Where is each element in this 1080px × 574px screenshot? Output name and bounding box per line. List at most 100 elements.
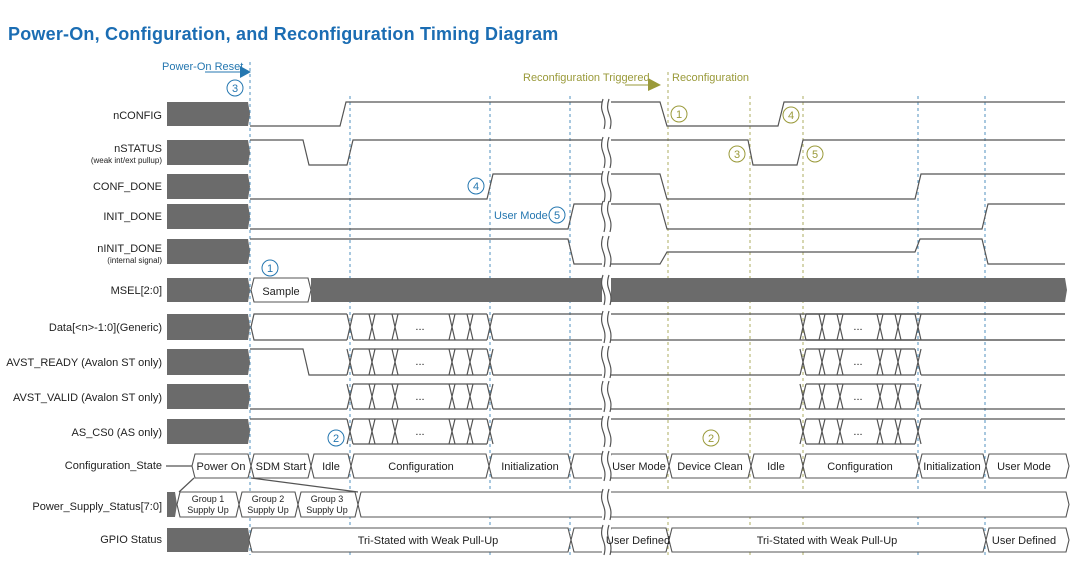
data-bus-transition [818, 313, 826, 341]
as-cs0-bus-transition [391, 418, 399, 445]
bus-ellipsis: ... [415, 356, 424, 368]
supply-group-3: Group 3 [311, 494, 344, 504]
signal-labels: nCONFIG nSTATUS (weak int/ext pullup) CO… [6, 110, 162, 546]
time-break-gap [602, 96, 611, 556]
data-bus-segment [353, 313, 487, 341]
data-bus-transition [799, 313, 807, 341]
power-on-expansion-lines [178, 477, 359, 493]
supply-group-2: Group 2 [252, 494, 285, 504]
data-bus-segment [806, 313, 915, 341]
data-bus-transition [486, 313, 494, 341]
as-cs0-bus-transition [836, 418, 844, 445]
annotation-number: 5 [812, 149, 818, 161]
as-cs0-bus-segment [353, 418, 487, 445]
signal-label-nconfig: nCONFIG [113, 110, 162, 122]
bus-ellipsis: ... [415, 321, 424, 333]
init-done-waveform [250, 203, 1065, 230]
avst-valid-bus-segment [353, 383, 487, 410]
state-sdm-start: SDM Start [256, 461, 307, 473]
as-cs0-bus-transition [486, 418, 494, 445]
avst-valid-bus-transition [836, 383, 844, 410]
power-on-reset-arrow-icon [240, 66, 251, 78]
time-break-icon [601, 488, 612, 521]
signal-note-nstatus: (weak int/ext pullup) [91, 156, 162, 165]
signal-label-ninit-done: nINIT_DONE [97, 243, 162, 255]
undefined-state-block [167, 384, 250, 409]
state-configuration-2: Configuration [827, 461, 892, 473]
signal-label-msel: MSEL[2:0] [111, 285, 162, 297]
timing-guides [249, 62, 986, 555]
annotation-circle [327, 429, 345, 447]
annotation-number: 4 [473, 181, 479, 193]
as-cs0-bus-transition [818, 418, 826, 445]
state-device-clean: Device Clean [677, 461, 742, 473]
as-cs0-bus-transition [368, 418, 376, 445]
annotation-number: 4 [788, 110, 794, 122]
bus-ellipsis: ... [415, 391, 424, 403]
data-bus-transition [448, 313, 456, 341]
undefined-state-block [167, 204, 250, 229]
avst-valid-bus-transition [368, 383, 376, 410]
bus-ellipsis: ... [415, 426, 424, 438]
data-bus-transition [368, 313, 376, 341]
data-bus-waveform [250, 313, 1065, 341]
avst-valid-bus-transition [391, 383, 399, 410]
state-idle: Idle [322, 461, 340, 473]
time-break-gap [602, 452, 611, 480]
signal-label-data: Data[<n>-1:0](Generic) [49, 322, 162, 334]
ninit-done-waveform [250, 238, 1065, 265]
gpio-tristated-2: Tri-Stated with Weak Pull-Up [757, 535, 898, 547]
annotation-number: 5 [554, 210, 560, 222]
as-cs0-bus-transition [914, 418, 922, 445]
supply-group-1: Group 1 [192, 494, 225, 504]
reconfig-triggered-label: Reconfiguration Triggered [523, 72, 650, 84]
signal-label-conf-done: CONF_DONE [93, 181, 162, 193]
gpio-status-segment [985, 527, 1070, 553]
msel-sample-value: Sample [262, 286, 299, 298]
data-bus-idle [806, 313, 1065, 341]
signal-note-ninit-done: (internal signal) [107, 256, 162, 265]
bus-ellipsis: ... [853, 426, 862, 438]
state-initialization-2: Initialization [923, 461, 980, 473]
signal-label-config-state: Configuration_State [65, 460, 162, 472]
as-cs0-bus-segment [806, 418, 915, 445]
avst-ready-bus-transition [894, 348, 902, 376]
annotation-circle [467, 177, 485, 195]
time-break-icon [601, 136, 612, 169]
annotation-circle [226, 79, 244, 97]
avst-ready-waveform [250, 348, 1065, 376]
power-on-reset-label: Power-On Reset [162, 61, 243, 73]
avst-ready-bus-transition [836, 348, 844, 376]
nconfig-waveform [250, 101, 1065, 127]
avst-valid-bus-segment [806, 383, 915, 410]
annotation-circle [670, 105, 688, 123]
power-supply-segment [357, 491, 1070, 518]
avst-valid-bus-transition [448, 383, 456, 410]
nstatus-waveform [250, 139, 1065, 166]
data-bus-transition [346, 313, 354, 341]
annotations: 3 1 4 5 2 1 4 3 5 2 [226, 79, 824, 447]
avst-valid-bus-transition [346, 383, 354, 410]
undefined-state-block [167, 349, 250, 375]
time-break-icon [601, 524, 612, 556]
data-bus-transition [914, 313, 922, 341]
undefined-state-block [167, 102, 250, 126]
bus-ellipsis: ... [853, 321, 862, 333]
annotation-circle [782, 106, 800, 124]
time-break-icon [601, 170, 612, 203]
undefined-state-block [167, 140, 250, 165]
data-bus-transition [391, 313, 399, 341]
conf-done-waveform [250, 173, 1065, 200]
state-user-mode: User Mode [612, 461, 666, 473]
bus-ellipsis: ... [853, 356, 862, 368]
undefined-state-block [167, 278, 250, 302]
reconfiguration-label: Reconfiguration [672, 72, 749, 84]
avst-ready-bus-transition [391, 348, 399, 376]
supply-group-1-state: Supply Up [187, 505, 229, 515]
state-initialization: Initialization [501, 461, 558, 473]
page-title: Power-On, Configuration, and Reconfigura… [8, 24, 559, 44]
as-cs0-bus-transition [876, 418, 884, 445]
time-break-icon [601, 345, 612, 379]
time-break-icon [601, 415, 612, 448]
power-supply-undefined-block [167, 492, 177, 517]
